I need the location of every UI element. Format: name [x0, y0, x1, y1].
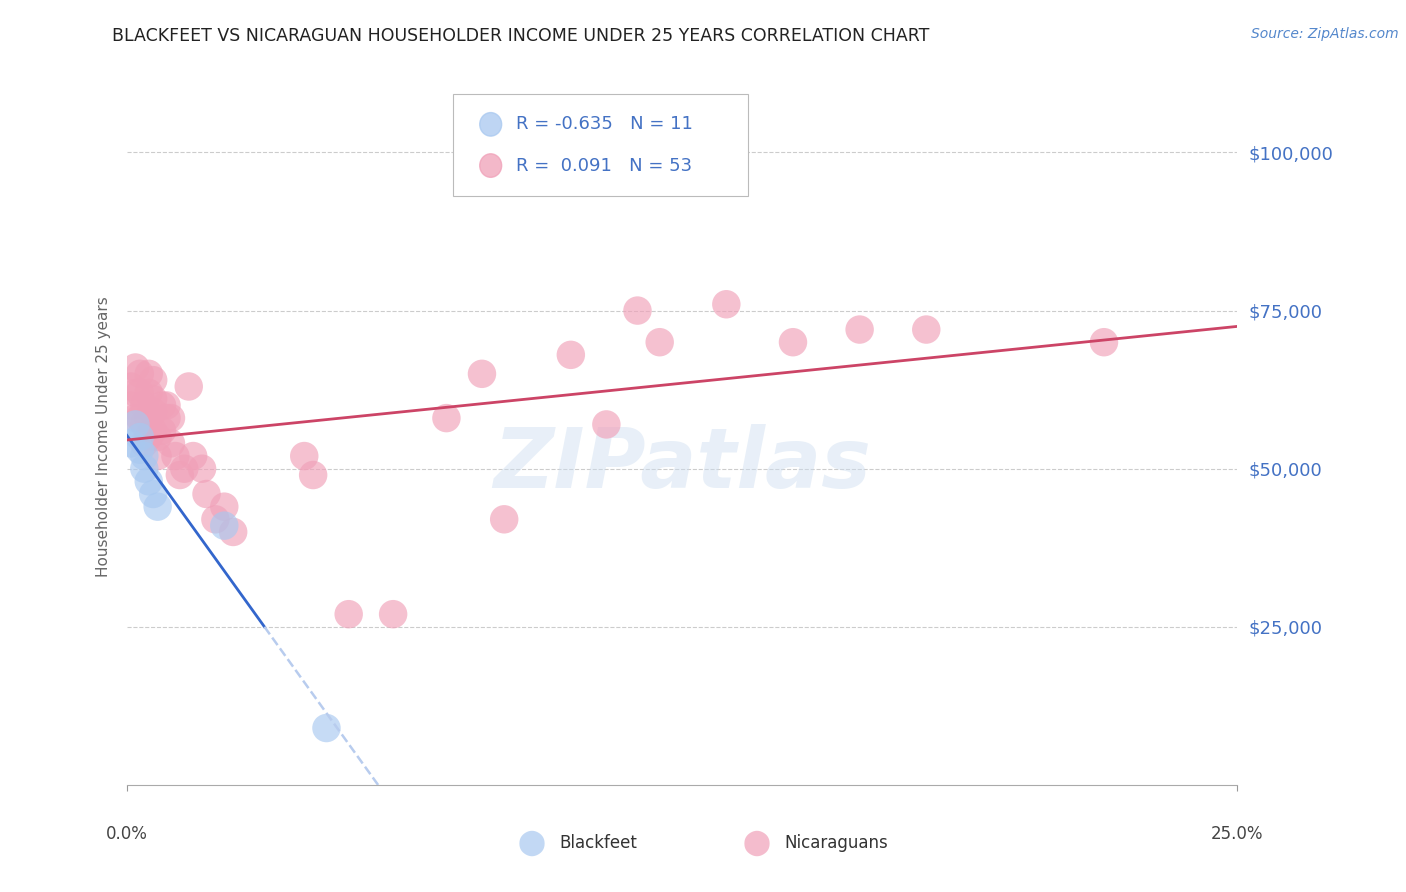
Point [214, 500, 236, 514]
Text: Source: ZipAtlas.com: Source: ZipAtlas.com [1251, 27, 1399, 41]
Point [181, 449, 204, 463]
Point [134, 436, 156, 450]
Point [138, 385, 160, 400]
Point [128, 442, 150, 457]
Point [915, 322, 938, 336]
Point [173, 461, 195, 475]
Point [134, 417, 156, 432]
Point [155, 411, 177, 425]
Point [142, 405, 165, 419]
Point [142, 373, 165, 387]
Point [146, 449, 169, 463]
Point [382, 607, 405, 622]
Text: ZIPatlas: ZIPatlas [494, 425, 870, 506]
Point [626, 303, 648, 318]
Point [124, 385, 146, 400]
Point [191, 461, 214, 475]
Point [222, 524, 245, 539]
Point [142, 392, 165, 406]
Point [1092, 335, 1115, 350]
Point [138, 475, 160, 489]
Point [146, 500, 169, 514]
Point [134, 461, 156, 475]
Point [471, 367, 494, 381]
Point [120, 379, 142, 393]
Text: Blackfeet: Blackfeet [560, 834, 637, 852]
Point [155, 399, 177, 413]
Text: ⬤: ⬤ [517, 830, 546, 855]
Text: 25.0%: 25.0% [1211, 825, 1264, 843]
Point [128, 385, 150, 400]
Point [128, 430, 150, 444]
Point [128, 367, 150, 381]
Point [782, 335, 804, 350]
Point [337, 607, 360, 622]
Point [142, 487, 165, 501]
Point [177, 379, 200, 393]
Point [128, 411, 150, 425]
Y-axis label: Householder Income Under 25 years: Householder Income Under 25 years [96, 297, 111, 577]
Point [124, 360, 146, 375]
Point [165, 449, 187, 463]
Text: 0.0%: 0.0% [105, 825, 148, 843]
Point [138, 367, 160, 381]
Point [138, 411, 160, 425]
Point [146, 430, 169, 444]
Point [138, 430, 160, 444]
Point [195, 487, 218, 501]
Point [150, 424, 173, 438]
Point [560, 348, 582, 362]
Text: BLACKFEET VS NICARAGUAN HOUSEHOLDER INCOME UNDER 25 YEARS CORRELATION CHART: BLACKFEET VS NICARAGUAN HOUSEHOLDER INCO… [112, 27, 929, 45]
Point [150, 399, 173, 413]
Point [160, 411, 183, 425]
Text: ⬤: ⬤ [742, 830, 770, 855]
Point [160, 436, 183, 450]
Point [292, 449, 315, 463]
Point [134, 399, 156, 413]
Point [494, 512, 516, 526]
Point [134, 449, 156, 463]
Text: Nicaraguans: Nicaraguans [785, 834, 889, 852]
Point [142, 424, 165, 438]
Point [204, 512, 226, 526]
Point [302, 468, 325, 483]
Point [848, 322, 870, 336]
Point [595, 417, 617, 432]
Text: R = -0.635   N = 11: R = -0.635 N = 11 [516, 115, 693, 133]
Point [169, 468, 191, 483]
Point [120, 399, 142, 413]
Point [315, 721, 337, 735]
Point [120, 436, 142, 450]
Point [436, 411, 458, 425]
Point [716, 297, 738, 311]
Point [124, 411, 146, 425]
Point [214, 518, 236, 533]
Point [124, 417, 146, 432]
Point [648, 335, 671, 350]
Text: R =  0.091   N = 53: R = 0.091 N = 53 [516, 157, 692, 175]
